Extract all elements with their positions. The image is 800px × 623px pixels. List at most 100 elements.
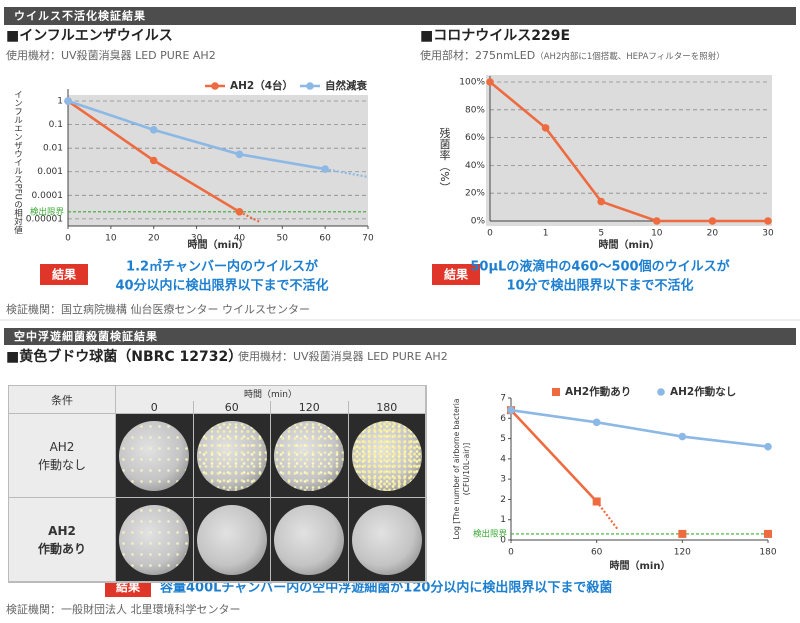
x-tick-label: 0: [508, 548, 514, 558]
data-point: [764, 217, 772, 225]
data-point: [552, 388, 560, 396]
y-tick-label: 0.01: [43, 144, 63, 154]
x-axis-title: 時間（min）: [188, 238, 249, 251]
data-point: [678, 529, 687, 538]
y-axis-title: (CFU/10L-air)]: [462, 443, 471, 495]
dish-cell: [193, 414, 271, 498]
dish-table: 条件 時間（min） 0 60 120 180 AH2 作動なし AH2 作動あり: [8, 385, 427, 583]
data-point: [764, 529, 772, 538]
y-tick-label: 40%: [465, 161, 485, 171]
y-tick-label: 0.001: [37, 167, 63, 177]
y-tick-label: 100%: [459, 78, 485, 88]
x-tick-label: 60: [591, 548, 603, 558]
result-label: 結果: [52, 267, 76, 282]
data-point: [235, 208, 244, 216]
petri-dish: [119, 504, 190, 575]
y-tick-label: 7: [500, 394, 506, 404]
y-tick-label: 4: [500, 454, 506, 464]
data-point: [541, 124, 550, 132]
y-tick-label: 60%: [465, 133, 485, 143]
plot-area: [486, 75, 772, 226]
result-text: 10分で検出限界以下まで不活化: [506, 278, 693, 294]
x-tick-label: 1: [543, 229, 549, 239]
column-header: 180: [348, 401, 426, 414]
source: 検証機関：一般財団法人 北里環境科学センター: [6, 602, 241, 616]
data-point: [321, 165, 329, 173]
petri-dish: [274, 420, 345, 491]
row-label: AH2 作動あり: [9, 498, 116, 582]
data-point: [507, 406, 515, 414]
series-line: [489, 80, 768, 223]
y-tick-label: 2: [500, 495, 506, 505]
y-axis-title: 残菌率（%）: [438, 126, 451, 193]
x-axis-title: 時間（min）: [610, 559, 671, 572]
table-header: 時間（min）: [116, 386, 426, 401]
row-label-line: 作動あり: [37, 541, 86, 556]
dish-cell: [193, 498, 271, 582]
plot-area: [68, 95, 368, 226]
subtitle-main: 使用部材：275nmLED: [420, 48, 535, 62]
x-tick-label: 10: [105, 234, 117, 244]
result-text: 1.2㎥チャンバー内のウイルスが: [126, 259, 318, 275]
y-tick-label: 0: [500, 536, 506, 546]
data-point: [149, 156, 158, 165]
column-header: 60: [193, 401, 271, 414]
detection-limit-label: 検出限界: [30, 206, 65, 217]
column-header: 0: [116, 401, 194, 414]
x-tick-label: 180: [759, 548, 776, 558]
result-badge: [432, 264, 480, 285]
source: 検証機関：国立病院機構 仙台医療センター ウイルスセンター: [6, 302, 310, 316]
x-tick-label: 60: [319, 234, 331, 244]
y-axis-title: インフルエンザウイルスPFUの相対値: [13, 90, 23, 235]
data-point: [211, 82, 219, 90]
data-point: [653, 217, 661, 225]
result-text: 50μLの液滴中の460〜500個のウイルスが: [470, 259, 729, 275]
panel-title: ■インフルエンザウイルス: [6, 28, 173, 44]
x-tick-label: 120: [674, 548, 691, 558]
x-tick-label: 30: [191, 234, 203, 244]
y-tick-label: 6: [500, 414, 506, 424]
x-tick-label: 30: [762, 229, 774, 239]
y-tick-label: 5: [500, 434, 506, 444]
x-tick-label: 20: [148, 234, 160, 244]
data-point: [592, 497, 601, 506]
petri-dish: [196, 504, 267, 575]
x-axis-title: 時間（min）: [599, 238, 660, 251]
result-text: 容量400Lチャンバー内の空中浮遊細菌が120分以内に検出限界以下まで殺菌: [159, 580, 612, 596]
y-axis-title: Log [The number of airborne bacteria: [452, 399, 461, 540]
legend-label: AH2作動あり: [565, 385, 631, 398]
series-line: [510, 408, 769, 448]
legend-label: AH2作動なし: [670, 385, 736, 398]
x-tick-label: 70: [362, 234, 374, 244]
subtitle-note: （AH2内部に1個搭載、HEPAフィルターを照射）: [535, 51, 725, 62]
section-bar: [4, 328, 796, 345]
result-badge: [40, 264, 88, 285]
data-point: [678, 432, 687, 441]
x-tick-label: 20: [707, 229, 719, 239]
y-tick-label: 1: [500, 515, 506, 525]
petri-dish: [119, 420, 190, 491]
y-tick-label: 20%: [465, 189, 485, 199]
series-line: [67, 99, 326, 171]
x-tick-label: 0: [65, 234, 71, 244]
section-header: ウイルス不活化検証結果: [14, 9, 146, 23]
petri-dish: [351, 504, 422, 575]
panel-title: ■コロナウイルス229E: [420, 28, 570, 44]
panel-subtitle: 使用機材：UV殺菌消臭器 LED PURE AH2: [238, 349, 448, 363]
section-header: 空中浮遊細菌殺菌検証結果: [14, 329, 158, 343]
x-tick-label: 0: [487, 229, 493, 239]
data-point: [64, 97, 72, 105]
y-tick-label: 1: [57, 97, 63, 107]
x-tick-label: 40: [234, 234, 246, 244]
series-line: [510, 409, 598, 503]
data-point: [657, 388, 665, 396]
y-tick-label: 3: [500, 475, 506, 485]
row-label-line: AH2: [49, 439, 75, 454]
petri-dish: [274, 504, 345, 575]
dish-cell: [348, 498, 426, 582]
y-tick-label: 0.1: [49, 120, 63, 130]
dish-cell: [116, 498, 194, 582]
result-label: 結果: [444, 267, 468, 282]
